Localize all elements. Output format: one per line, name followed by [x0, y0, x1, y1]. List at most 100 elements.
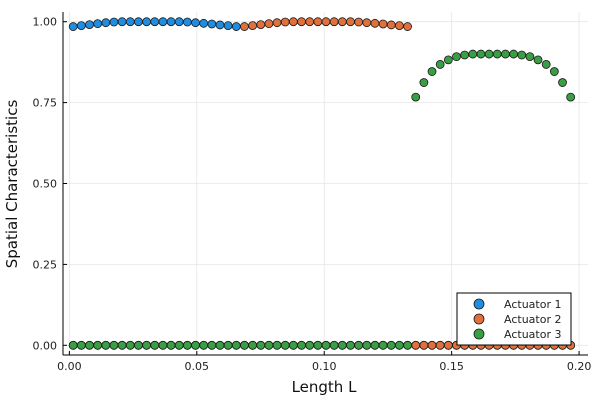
- legend-marker: [473, 328, 485, 340]
- data-point: [174, 340, 184, 350]
- data-point: [125, 17, 135, 27]
- data-point: [476, 49, 486, 59]
- data-point: [337, 340, 347, 350]
- data-point: [231, 340, 241, 350]
- data-point: [395, 21, 404, 30]
- data-point: [182, 340, 192, 350]
- legend-marker: [473, 298, 485, 310]
- data-point: [142, 17, 151, 27]
- data-point: [509, 49, 518, 59]
- data-point: [460, 50, 470, 60]
- data-point: [370, 18, 380, 28]
- data-point: [158, 340, 168, 350]
- data-point: [533, 55, 543, 65]
- y-tick-label: 0.25: [33, 258, 58, 271]
- data-point: [354, 340, 364, 350]
- y-axis-label: Spatial Characteristics: [3, 100, 21, 269]
- data-point: [101, 340, 111, 350]
- data-point: [199, 340, 209, 350]
- data-point: [101, 18, 111, 28]
- data-point: [150, 17, 160, 27]
- data-point: [207, 340, 217, 350]
- data-point: [362, 340, 372, 350]
- data-point: [264, 19, 274, 29]
- data-point: [85, 20, 94, 30]
- data-point: [68, 340, 78, 350]
- data-point: [231, 22, 241, 31]
- data-point: [199, 18, 209, 28]
- data-point: [256, 20, 266, 30]
- y-tick-label: 0.00: [33, 339, 58, 352]
- data-point: [215, 340, 225, 350]
- data-point: [419, 78, 429, 87]
- axes: [62, 12, 588, 356]
- legend-label: Actuator 2: [504, 313, 561, 326]
- data-point: [378, 19, 388, 29]
- data-point: [256, 340, 266, 350]
- data-point: [378, 340, 388, 350]
- data-point: [182, 17, 192, 27]
- data-point: [109, 340, 119, 350]
- data-point: [166, 340, 176, 350]
- data-point: [297, 17, 306, 27]
- data-point: [558, 78, 567, 87]
- data-point: [305, 340, 315, 350]
- data-point: [240, 22, 249, 31]
- legend-label: Actuator 1: [504, 298, 561, 311]
- data-points: [68, 17, 576, 350]
- data-point: [191, 18, 200, 28]
- data-point: [484, 49, 494, 59]
- series-3: [68, 49, 576, 350]
- data-point: [109, 17, 119, 27]
- data-point: [329, 17, 339, 27]
- data-point: [468, 49, 478, 59]
- data-point: [76, 340, 86, 350]
- data-point: [321, 340, 331, 350]
- data-point: [68, 22, 78, 31]
- x-tick-label: 0.00: [57, 360, 82, 373]
- data-point: [142, 340, 151, 350]
- data-point: [313, 17, 323, 27]
- data-point: [321, 17, 331, 27]
- data-point: [403, 22, 412, 31]
- data-point: [264, 340, 274, 350]
- data-point: [501, 49, 510, 59]
- legend: Actuator 1 Actuator 2 Actuator 3: [456, 292, 572, 346]
- data-point: [427, 340, 437, 350]
- data-point: [427, 67, 437, 76]
- tick-labels: 0.00 0.05 0.10 0.15 0.20 0.00 0.25 0.50 0.75 1.00: [33, 16, 592, 373]
- data-point: [158, 17, 168, 27]
- x-tick-label: 0.15: [439, 360, 464, 373]
- data-point: [452, 52, 461, 62]
- data-point: [443, 340, 453, 350]
- x-tick-label: 0.05: [185, 360, 210, 373]
- data-point: [492, 49, 502, 59]
- data-point: [370, 340, 380, 350]
- data-point: [272, 18, 282, 28]
- data-point: [386, 20, 396, 30]
- x-tick-label: 0.20: [567, 360, 592, 373]
- x-tick-label: 0.10: [312, 360, 337, 373]
- data-point: [215, 20, 225, 30]
- data-point: [280, 340, 290, 350]
- data-point: [297, 340, 306, 350]
- data-point: [517, 50, 527, 60]
- data-point: [223, 340, 233, 350]
- data-point: [93, 19, 103, 29]
- data-point: [541, 60, 551, 69]
- data-point: [346, 340, 355, 350]
- data-point: [150, 340, 160, 350]
- data-point: [362, 18, 372, 28]
- data-point: [272, 340, 282, 350]
- data-point: [395, 340, 404, 350]
- data-point: [117, 17, 127, 27]
- data-point: [166, 17, 176, 27]
- data-point: [313, 340, 323, 350]
- data-point: [125, 340, 135, 350]
- data-point: [386, 340, 396, 350]
- data-point: [549, 67, 559, 76]
- legend-label: Actuator 3: [504, 328, 561, 341]
- data-point: [419, 340, 429, 350]
- y-tick-label: 0.75: [33, 97, 58, 110]
